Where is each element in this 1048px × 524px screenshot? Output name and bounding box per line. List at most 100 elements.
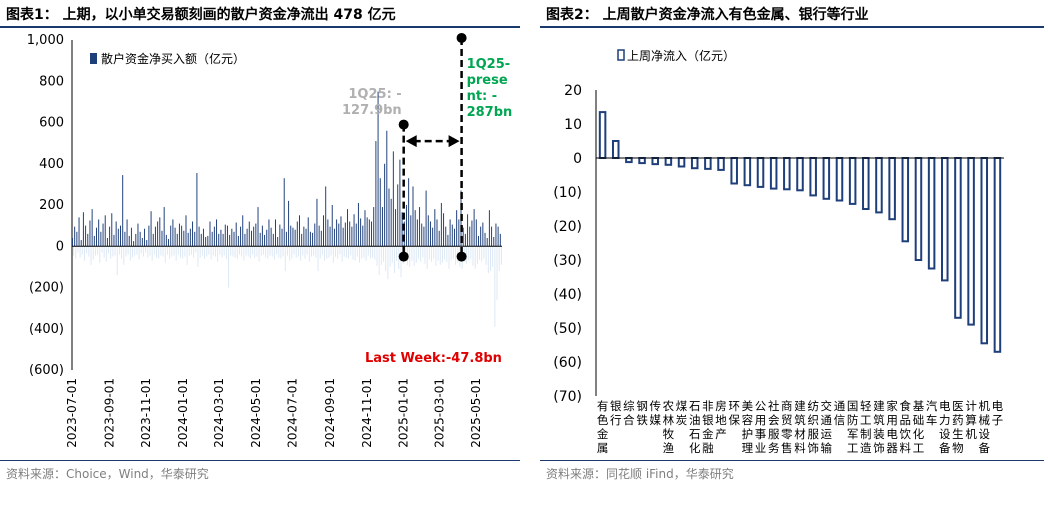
bar	[129, 246, 131, 261]
bar	[104, 215, 106, 247]
bar	[150, 211, 152, 247]
bar	[476, 246, 478, 264]
bar	[177, 246, 179, 255]
bar	[479, 246, 481, 260]
bar	[292, 227, 294, 247]
bar	[111, 213, 113, 247]
bar	[91, 209, 93, 247]
bar	[265, 246, 267, 258]
bar	[500, 246, 502, 265]
bar	[354, 246, 356, 261]
y-tick-label: 0	[573, 151, 582, 167]
bar	[477, 235, 479, 247]
x-category-label: 美容护理	[742, 399, 754, 455]
bar	[638, 157, 646, 165]
x-tick-label: 2024-09-01	[323, 378, 337, 448]
marker-dot	[456, 32, 467, 43]
bar	[246, 228, 248, 247]
bar	[88, 246, 90, 257]
bar	[194, 231, 196, 247]
bar	[204, 246, 206, 259]
bar	[282, 246, 284, 257]
annotation-ytd-label: 287bn	[467, 105, 513, 120]
bar	[348, 246, 350, 259]
bar	[153, 246, 155, 255]
x-tick-label: 2023-09-01	[102, 378, 116, 448]
bar	[200, 233, 202, 247]
chart-title: 图表2： 上周散户资金净流入有色金属、银行等行业	[546, 7, 869, 23]
bar	[130, 227, 132, 247]
bar	[92, 246, 94, 260]
bar	[221, 246, 223, 258]
arrow-head-left	[405, 135, 417, 148]
bar	[124, 231, 126, 247]
bar	[482, 222, 484, 247]
bar	[279, 224, 281, 247]
bar	[77, 246, 79, 253]
x-category-label: 建筑材料	[794, 399, 806, 455]
bar	[213, 226, 215, 247]
bar	[769, 157, 778, 190]
footer-rule	[540, 460, 1044, 461]
bar	[205, 236, 207, 247]
bar	[144, 228, 146, 247]
bar	[268, 219, 270, 247]
bar	[888, 157, 896, 221]
bar	[352, 246, 354, 260]
bar	[247, 246, 249, 257]
bar	[331, 205, 333, 247]
bar	[809, 157, 817, 197]
bar	[315, 246, 317, 258]
bar	[109, 226, 111, 247]
bar	[369, 246, 371, 259]
bar	[403, 221, 405, 247]
bar	[380, 246, 382, 265]
bar	[193, 246, 195, 258]
bar	[443, 213, 445, 247]
bar	[250, 230, 252, 247]
footer-rule	[0, 460, 520, 461]
bar	[225, 246, 227, 259]
bar	[273, 246, 275, 260]
bar	[651, 157, 659, 166]
bar	[436, 219, 438, 247]
x-category-label: 电力设备	[939, 399, 951, 455]
bar	[489, 246, 491, 271]
x-category-label: 石油石化	[689, 399, 701, 455]
bar	[415, 246, 417, 263]
bar	[488, 210, 490, 247]
bar	[494, 246, 496, 327]
bar	[206, 246, 208, 257]
bar	[72, 238, 73, 247]
bar	[384, 163, 386, 247]
bar	[125, 246, 127, 257]
bar	[376, 246, 378, 266]
bar	[345, 246, 347, 258]
bar	[149, 246, 151, 256]
bar	[434, 209, 436, 247]
annotation-1q25-label: 1Q25: -	[348, 87, 401, 102]
bar	[271, 246, 273, 257]
bar	[86, 246, 88, 254]
bar	[471, 220, 473, 247]
bar	[368, 219, 370, 247]
bar	[156, 246, 158, 258]
bar	[340, 216, 342, 247]
bar	[416, 219, 418, 247]
bar	[159, 217, 161, 247]
bar	[343, 246, 345, 257]
x-category-label: 电子	[992, 399, 1004, 427]
marker-dot	[398, 119, 409, 130]
bar	[126, 219, 128, 247]
y-tick-label: 1,000	[27, 33, 64, 48]
bar	[186, 246, 188, 265]
bar	[317, 246, 319, 271]
bar	[187, 232, 189, 247]
marker-dot	[456, 251, 467, 262]
bar	[927, 157, 936, 270]
bar	[164, 246, 166, 263]
bar	[73, 246, 75, 256]
bar	[449, 219, 451, 247]
bar	[80, 240, 82, 247]
bar	[664, 157, 673, 166]
